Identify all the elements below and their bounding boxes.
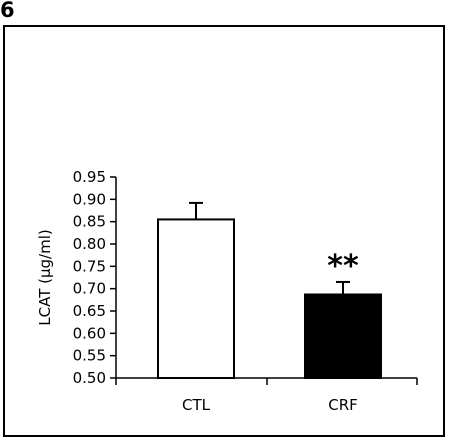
x-category-label: CRF — [328, 396, 358, 414]
y-tick-label: 0.95 — [73, 168, 106, 186]
bar-ctl — [157, 218, 235, 379]
y-tick-label: 0.90 — [73, 190, 106, 208]
y-tick-label: 0.60 — [73, 324, 106, 342]
figure-frame — [3, 25, 445, 437]
y-tick-label: 0.75 — [73, 257, 106, 275]
panel-label: 6 — [0, 0, 15, 22]
y-tick-label: 0.50 — [73, 369, 106, 387]
x-category-label: CTL — [182, 396, 211, 414]
bar-crf — [304, 293, 382, 379]
significance-marker: ** — [327, 249, 359, 284]
y-tick-label: 0.70 — [73, 280, 106, 298]
y-tick-label: 0.65 — [73, 302, 106, 320]
y-tick-label: 0.80 — [73, 235, 106, 253]
y-axis-title: LCAT (µg/ml) — [36, 229, 54, 325]
y-tick-label: 0.85 — [73, 213, 106, 231]
y-tick-label: 0.55 — [73, 347, 106, 365]
